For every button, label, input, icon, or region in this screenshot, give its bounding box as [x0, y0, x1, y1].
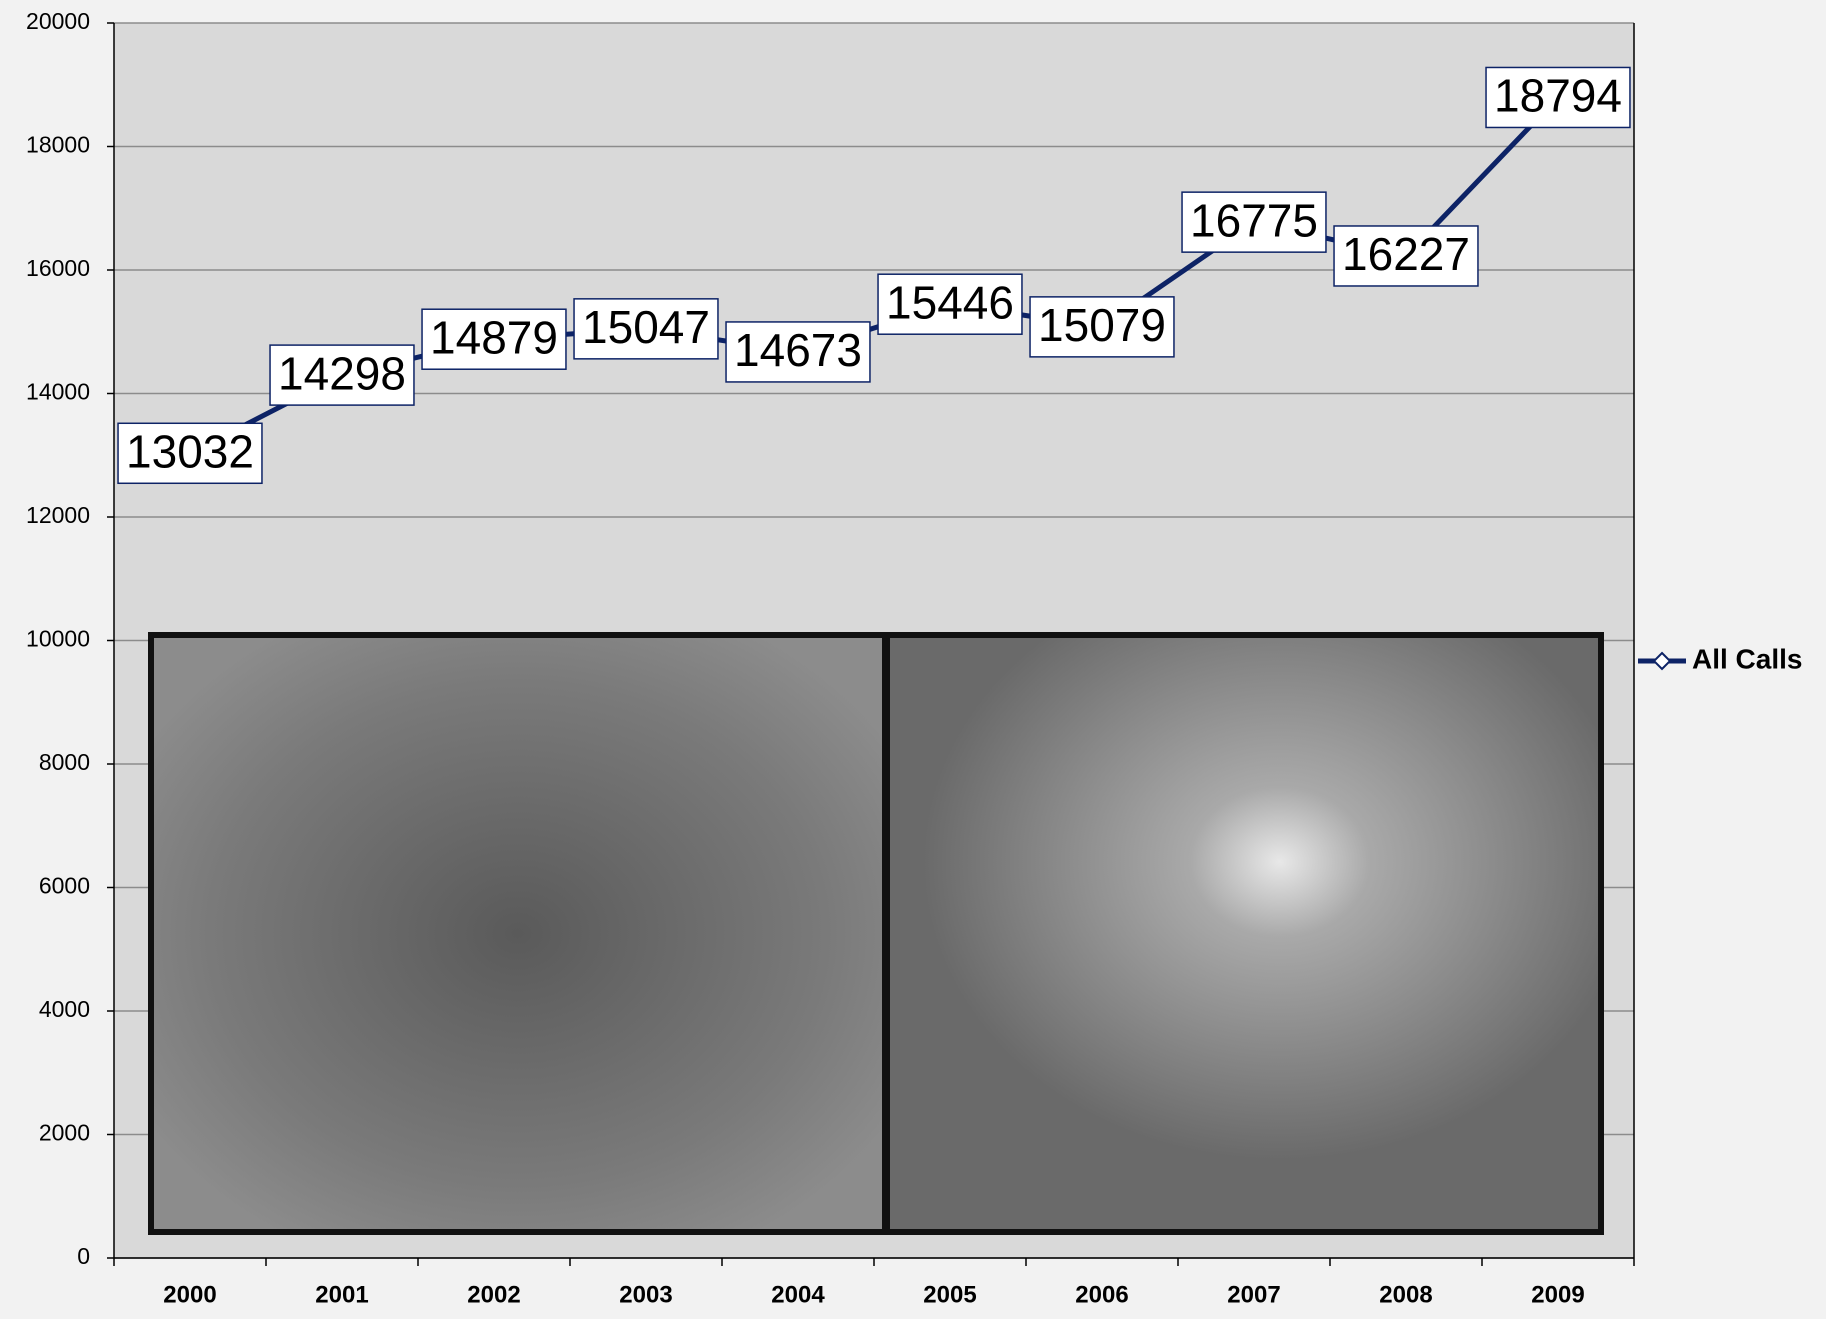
y-tick-label: 16000 — [26, 255, 90, 281]
x-tick-label: 2008 — [1379, 1281, 1432, 1308]
data-label-box — [269, 344, 415, 406]
y-tick-label: 8000 — [39, 749, 90, 775]
photo-firefighters — [148, 632, 888, 1235]
data-label: 14673 — [734, 324, 862, 376]
y-tick-label: 0 — [77, 1243, 90, 1269]
x-tick-label: 2007 — [1227, 1281, 1280, 1308]
data-label-box — [117, 422, 263, 485]
data-label-box — [573, 298, 719, 360]
data-label: 15079 — [1038, 299, 1166, 351]
data-label: 18794 — [1494, 70, 1622, 122]
data-label: 16227 — [1342, 228, 1470, 280]
y-tick-label: 18000 — [26, 132, 90, 158]
photo-police-car — [884, 632, 1604, 1235]
data-label-box — [877, 273, 1023, 335]
x-tick-label: 2005 — [923, 1281, 976, 1308]
data-label: 15047 — [582, 301, 710, 353]
legend-label: All Calls — [1692, 643, 1802, 674]
x-tick-label: 2003 — [619, 1281, 672, 1308]
y-tick-label: 14000 — [26, 379, 90, 405]
data-line — [188, 95, 1560, 456]
y-tick-label: 2000 — [39, 1120, 90, 1146]
x-tick-label: 2009 — [1531, 1281, 1584, 1308]
data-label-box — [1485, 66, 1631, 129]
y-tick-label: 4000 — [39, 996, 90, 1022]
data-label-box — [421, 308, 567, 370]
x-tick-label: 2000 — [163, 1281, 216, 1308]
data-label-box — [1181, 191, 1327, 253]
data-label-box — [1029, 296, 1175, 358]
data-label: 16775 — [1190, 194, 1318, 246]
data-label: 15446 — [886, 276, 1014, 328]
data-label: 14298 — [278, 347, 406, 399]
data-label-box — [725, 321, 871, 383]
y-tick-label: 6000 — [39, 873, 90, 899]
y-tick-label: 20000 — [26, 8, 90, 34]
x-tick-label: 2001 — [315, 1281, 368, 1308]
legend-marker — [1652, 651, 1672, 671]
y-tick-label: 10000 — [26, 626, 90, 652]
data-label-box — [1333, 225, 1479, 287]
x-tick-label: 2006 — [1075, 1281, 1128, 1308]
x-tick-label: 2002 — [467, 1281, 520, 1308]
data-label: 14879 — [430, 311, 558, 363]
data-label: 13032 — [126, 425, 254, 477]
x-tick-label: 2004 — [771, 1281, 825, 1308]
y-tick-label: 12000 — [26, 502, 90, 528]
